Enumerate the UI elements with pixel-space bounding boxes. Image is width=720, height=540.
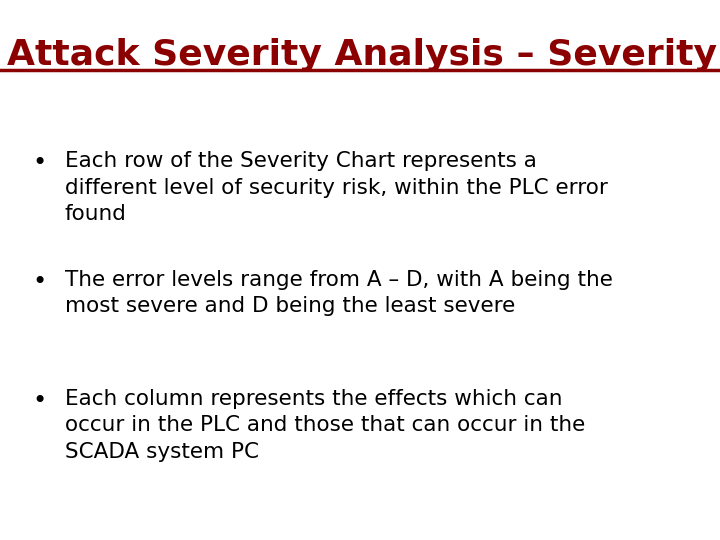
Text: Attack Severity Analysis – Severity Chart: Attack Severity Analysis – Severity Char… (7, 38, 720, 72)
Text: The error levels range from A – D, with A being the
most severe and D being the : The error levels range from A – D, with … (65, 270, 613, 316)
Text: •: • (32, 151, 47, 175)
Text: Each row of the Severity Chart represents a
different level of security risk, wi: Each row of the Severity Chart represent… (65, 151, 608, 224)
Text: •: • (32, 270, 47, 294)
Text: Each column represents the effects which can
occur in the PLC and those that can: Each column represents the effects which… (65, 389, 585, 462)
Text: •: • (32, 389, 47, 413)
